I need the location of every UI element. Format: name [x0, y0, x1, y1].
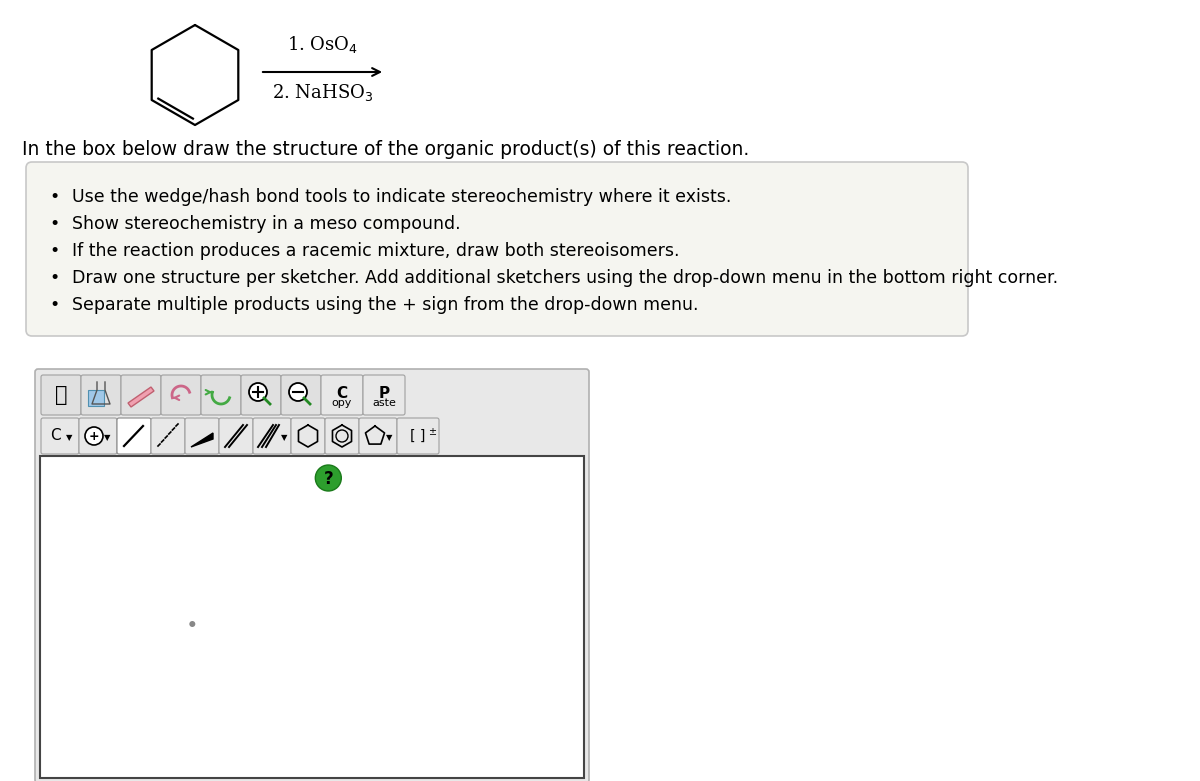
Text: •: • — [50, 296, 60, 314]
FancyBboxPatch shape — [82, 375, 121, 415]
FancyBboxPatch shape — [35, 369, 589, 781]
Text: Use the wedge/hash bond tools to indicate stereochemistry where it exists.: Use the wedge/hash bond tools to indicat… — [72, 188, 731, 206]
FancyBboxPatch shape — [241, 375, 281, 415]
Circle shape — [289, 383, 307, 401]
FancyBboxPatch shape — [41, 375, 82, 415]
FancyBboxPatch shape — [359, 418, 397, 454]
FancyBboxPatch shape — [185, 418, 220, 454]
Text: In the box below draw the structure of the organic product(s) of this reaction.: In the box below draw the structure of t… — [22, 140, 749, 159]
FancyBboxPatch shape — [41, 418, 79, 454]
Polygon shape — [191, 433, 214, 447]
Text: Draw one structure per sketcher. Add additional sketchers using the drop-down me: Draw one structure per sketcher. Add add… — [72, 269, 1058, 287]
Bar — [40, 456, 584, 778]
FancyBboxPatch shape — [202, 375, 241, 415]
Text: ▼: ▼ — [103, 433, 110, 443]
Text: •: • — [50, 269, 60, 287]
Text: ▼: ▼ — [66, 433, 72, 443]
Text: ±: ± — [428, 427, 436, 437]
FancyBboxPatch shape — [118, 418, 151, 454]
FancyBboxPatch shape — [161, 375, 202, 415]
Circle shape — [85, 427, 103, 445]
Text: ▼: ▼ — [281, 433, 287, 443]
FancyBboxPatch shape — [26, 162, 968, 336]
Text: C: C — [49, 427, 60, 443]
Text: •: • — [50, 188, 60, 206]
FancyBboxPatch shape — [322, 375, 364, 415]
Text: aste: aste — [372, 398, 396, 408]
Text: •: • — [50, 242, 60, 260]
Text: Separate multiple products using the + sign from the drop-down menu.: Separate multiple products using the + s… — [72, 296, 698, 314]
FancyBboxPatch shape — [253, 418, 292, 454]
Text: C: C — [336, 386, 348, 401]
Text: P: P — [378, 386, 390, 401]
Text: •: • — [50, 215, 60, 233]
Circle shape — [190, 621, 196, 627]
FancyBboxPatch shape — [397, 418, 439, 454]
FancyBboxPatch shape — [364, 375, 406, 415]
Circle shape — [250, 383, 266, 401]
Circle shape — [316, 465, 341, 491]
Text: +: + — [89, 430, 100, 443]
FancyBboxPatch shape — [281, 375, 322, 415]
Text: opy: opy — [332, 398, 352, 408]
Text: Show stereochemistry in a meso compound.: Show stereochemistry in a meso compound. — [72, 215, 461, 233]
Text: 🖐: 🖐 — [55, 385, 67, 405]
Text: If the reaction produces a racemic mixture, draw both stereoisomers.: If the reaction produces a racemic mixtu… — [72, 242, 679, 260]
Text: 2. NaHSO$_3$: 2. NaHSO$_3$ — [272, 82, 373, 103]
FancyBboxPatch shape — [220, 418, 253, 454]
FancyBboxPatch shape — [79, 418, 118, 454]
Bar — [88, 390, 104, 406]
Text: ?: ? — [324, 470, 334, 488]
FancyBboxPatch shape — [121, 375, 161, 415]
FancyBboxPatch shape — [292, 418, 325, 454]
Polygon shape — [128, 387, 154, 407]
FancyBboxPatch shape — [151, 418, 185, 454]
Text: [ ]: [ ] — [410, 429, 426, 443]
FancyBboxPatch shape — [325, 418, 359, 454]
Text: ▼: ▼ — [385, 433, 392, 443]
Text: 1. OsO$_4$: 1. OsO$_4$ — [287, 34, 358, 55]
